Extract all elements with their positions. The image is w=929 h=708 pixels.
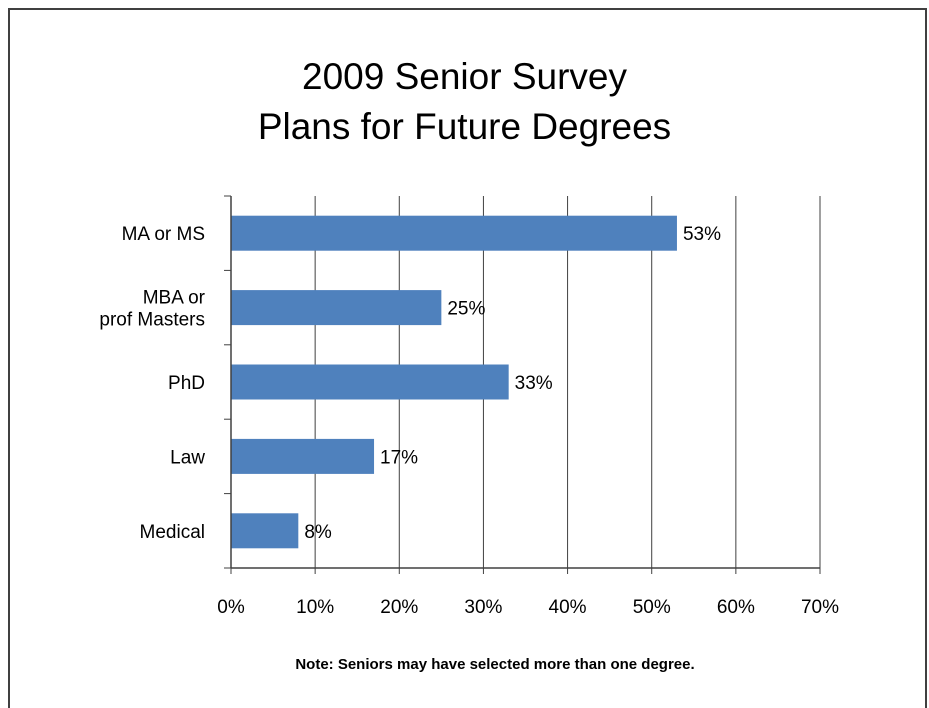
category-label-3-0: Law	[170, 447, 205, 468]
data-label-0: 53%	[683, 224, 721, 245]
category-label-1-0: MBA or	[143, 288, 206, 309]
bar-1	[231, 290, 442, 326]
bar-0	[231, 215, 677, 251]
data-label-1: 25%	[447, 299, 485, 320]
x-tick-label-70: 70%	[801, 597, 839, 618]
data-label-4: 8%	[304, 522, 332, 543]
x-tick-label-60: 60%	[717, 597, 755, 618]
chart-title-line1: 2009 Senior Survey	[302, 56, 627, 97]
data-label-2: 33%	[515, 373, 553, 394]
bar-4	[231, 513, 299, 549]
chart-frame	[8, 8, 927, 708]
chart-title: 2009 Senior Survey Plans for Future Degr…	[0, 52, 929, 152]
category-label-4-0: Medical	[140, 522, 205, 543]
category-label-0-0: MA or MS	[122, 224, 205, 245]
x-tick-label-10: 10%	[296, 597, 334, 618]
x-tick-label-0: 0%	[217, 597, 245, 618]
chart-note: Note: Seniors may have selected more tha…	[295, 656, 695, 673]
data-label-3: 17%	[380, 447, 418, 468]
x-tick-label-50: 50%	[633, 597, 671, 618]
x-tick-label-20: 20%	[380, 597, 418, 618]
bar-2	[231, 364, 509, 400]
category-label-1-1: prof Masters	[99, 310, 205, 331]
x-tick-label-40: 40%	[549, 597, 587, 618]
category-label-2-0: PhD	[168, 373, 205, 394]
chart-title-line2: Plans for Future Degrees	[257, 106, 672, 147]
x-tick-label-30: 30%	[464, 597, 502, 618]
bar-3	[231, 438, 375, 474]
